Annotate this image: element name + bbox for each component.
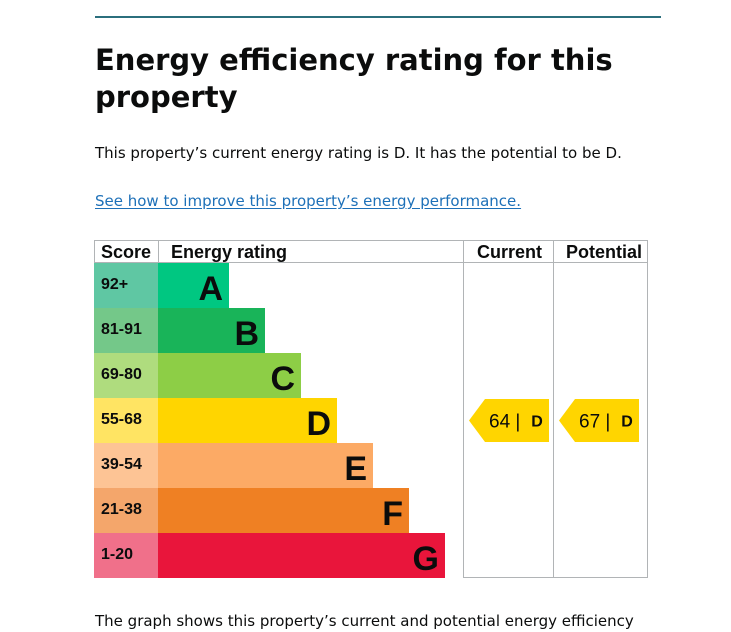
rating-bar-a [158, 263, 229, 308]
score-label-c: 69-80 [101, 366, 142, 383]
section-divider [95, 16, 661, 18]
rating-bar-c [158, 353, 301, 398]
score-cell-a [94, 263, 158, 308]
score-cell-c [94, 353, 158, 398]
rating-letter-b: B [234, 315, 259, 353]
score-label-e: 39-54 [101, 456, 142, 473]
rating-bar-g [158, 533, 445, 578]
score-cell-d [94, 398, 158, 443]
score-cell-e [94, 443, 158, 488]
energy-rating-svg: Score Energy rating Current Potential 92+ A 81… [94, 240, 648, 578]
score-cell-f [94, 488, 158, 533]
potential-rating-letter: D [621, 414, 633, 431]
energy-rating-graph: Score Energy rating Current Potential 92+ A 81… [94, 240, 648, 578]
score-label-b: 81-91 [101, 321, 142, 338]
score-label-a: 92+ [101, 276, 128, 293]
graph-description: The graph shows this property’s current … [95, 612, 634, 630]
rating-bar-b [158, 308, 265, 353]
improve-energy-performance-link[interactable]: See how to improve this property’s energ… [95, 192, 522, 210]
score-label-g: 1-20 [101, 546, 133, 563]
current-rating-letter: D [531, 414, 543, 431]
energy-rating-header: Energy rating [171, 242, 287, 262]
score-header: Score [101, 242, 151, 262]
score-label-d: 55-68 [101, 411, 142, 428]
current-rating-arrow [469, 399, 549, 442]
rating-letter-d: D [306, 405, 331, 443]
score-cell-g [94, 533, 158, 578]
rating-letter-f: F [382, 495, 403, 533]
rating-bar-e [158, 443, 373, 488]
rating-letter-e: E [344, 450, 367, 488]
rating-bar-f [158, 488, 409, 533]
score-label-f: 21-38 [101, 501, 142, 518]
potential-rating-score: 67 | [579, 412, 610, 433]
potential-header: Potential [566, 242, 642, 262]
page-title: Energy efficiency rating for this proper… [95, 43, 613, 114]
current-rating-score: 64 | [489, 412, 520, 433]
rating-bar-d [158, 398, 337, 443]
score-cell-b [94, 308, 158, 353]
current-rating-summary: This property’s current energy rating is… [95, 144, 622, 162]
potential-rating-arrow [559, 399, 639, 442]
rating-letter-a: A [198, 270, 223, 308]
rating-letter-c: C [270, 360, 295, 398]
rating-letter-g: G [413, 540, 439, 578]
current-header: Current [477, 242, 542, 262]
